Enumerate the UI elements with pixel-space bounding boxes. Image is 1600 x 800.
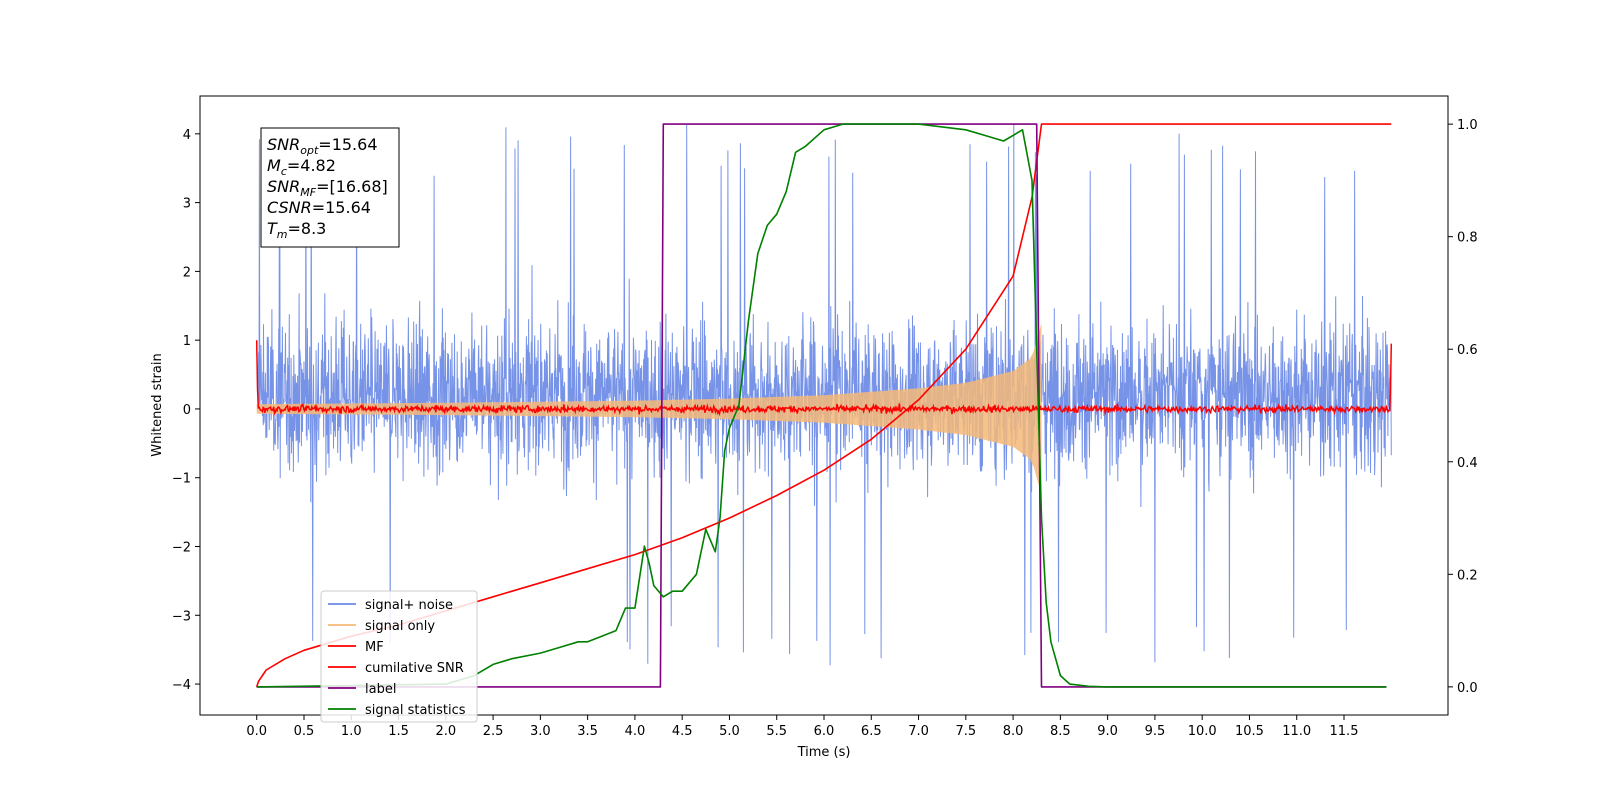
y-tick-label: 3 (183, 197, 191, 212)
y-tick-label: 1 (183, 334, 191, 349)
x-tick-label: 5.0 (719, 724, 740, 739)
annotation-line: SNRMF=[16.68] (267, 177, 388, 199)
legend-entry: cumilative SNR (365, 661, 464, 676)
series-mf (255, 340, 1393, 417)
x-tick-label: 2.5 (483, 724, 504, 739)
x-tick-label: 4.5 (672, 724, 693, 739)
right-y-tick-label: 0.4 (1457, 456, 1478, 471)
y-tick-label: −2 (172, 540, 191, 555)
x-tick-label: 9.5 (1145, 724, 1166, 739)
annotation-line: SNRopt=15.64 (267, 135, 378, 157)
x-tick-label: 9.0 (1097, 724, 1118, 739)
annotation-line: Tm=8.3 (267, 219, 326, 241)
y-tick-label: −4 (172, 678, 191, 693)
x-tick-label: 3.5 (577, 724, 598, 739)
legend-frame (320, 590, 478, 723)
right-y-tick-label: 0.0 (1457, 681, 1478, 696)
y-tick-label: −1 (172, 472, 191, 487)
x-tick-label: 10.0 (1188, 724, 1217, 739)
legend-entry: label (365, 682, 396, 697)
x-tick-label: 11.5 (1330, 724, 1359, 739)
series-cumilative-snr (255, 123, 1392, 688)
x-tick-label: 10.5 (1235, 724, 1264, 739)
x-tick-label: 7.5 (955, 724, 976, 739)
y-tick-label: 4 (183, 128, 191, 143)
x-tick-label: 11.0 (1282, 724, 1311, 739)
x-tick-label: 8.0 (1003, 724, 1024, 739)
x-tick-label: 0.0 (246, 724, 267, 739)
y-tick-label: 2 (183, 265, 191, 280)
y-tick-label: −3 (172, 609, 191, 624)
x-tick-label: 1.0 (341, 724, 362, 739)
x-tick-label: 8.5 (1050, 724, 1071, 739)
x-tick-label: 2.0 (435, 724, 456, 739)
legend-entry: signal+ noise (365, 598, 453, 613)
data-layer (255, 123, 1393, 688)
annotation-line: CSNR=15.64 (267, 198, 371, 217)
right-y-tick-label: 0.6 (1457, 343, 1478, 358)
x-tick-label: 4.0 (625, 724, 646, 739)
x-tick-label: 0.5 (294, 724, 315, 739)
legend-entry: signal statistics (365, 703, 466, 718)
series-signal-statistics (256, 123, 1387, 688)
ticks-layer: 0.0 0.5 1.0 1.5 2.0 2.5 3.0 3.5 4.0 4.5 5.0 5.5 6.0 6… (172, 118, 1478, 739)
legend-entry: signal only (365, 619, 435, 634)
x-axis-label: Time (s) (797, 745, 851, 760)
y-axis-label: Whitened strain (150, 353, 165, 456)
x-tick-label: 6.0 (814, 724, 835, 739)
x-tick-label: 7.0 (908, 724, 929, 739)
annotation-line: Mc=4.82 (267, 156, 336, 178)
legend: signal+ noise signal only MF cumilative SNR… (320, 590, 478, 723)
legend-entry: MF (365, 640, 384, 655)
x-tick-label: 1.5 (388, 724, 409, 739)
stats-annotation-box: SNRopt=15.64Mc=4.82SNRMF=[16.68]CSNR=15.… (260, 127, 400, 248)
right-y-tick-label: 0.8 (1457, 231, 1478, 246)
x-tick-label: 3.0 (530, 724, 551, 739)
series-signal-plus-noise (256, 124, 1392, 666)
right-y-tick-label: 0.2 (1457, 568, 1478, 583)
x-tick-label: 5.5 (766, 724, 787, 739)
right-y-tick-label: 1.0 (1457, 118, 1478, 133)
annotation-frame (260, 127, 400, 248)
x-tick-label: 6.5 (861, 724, 882, 739)
y-tick-label: 0 (183, 403, 191, 418)
